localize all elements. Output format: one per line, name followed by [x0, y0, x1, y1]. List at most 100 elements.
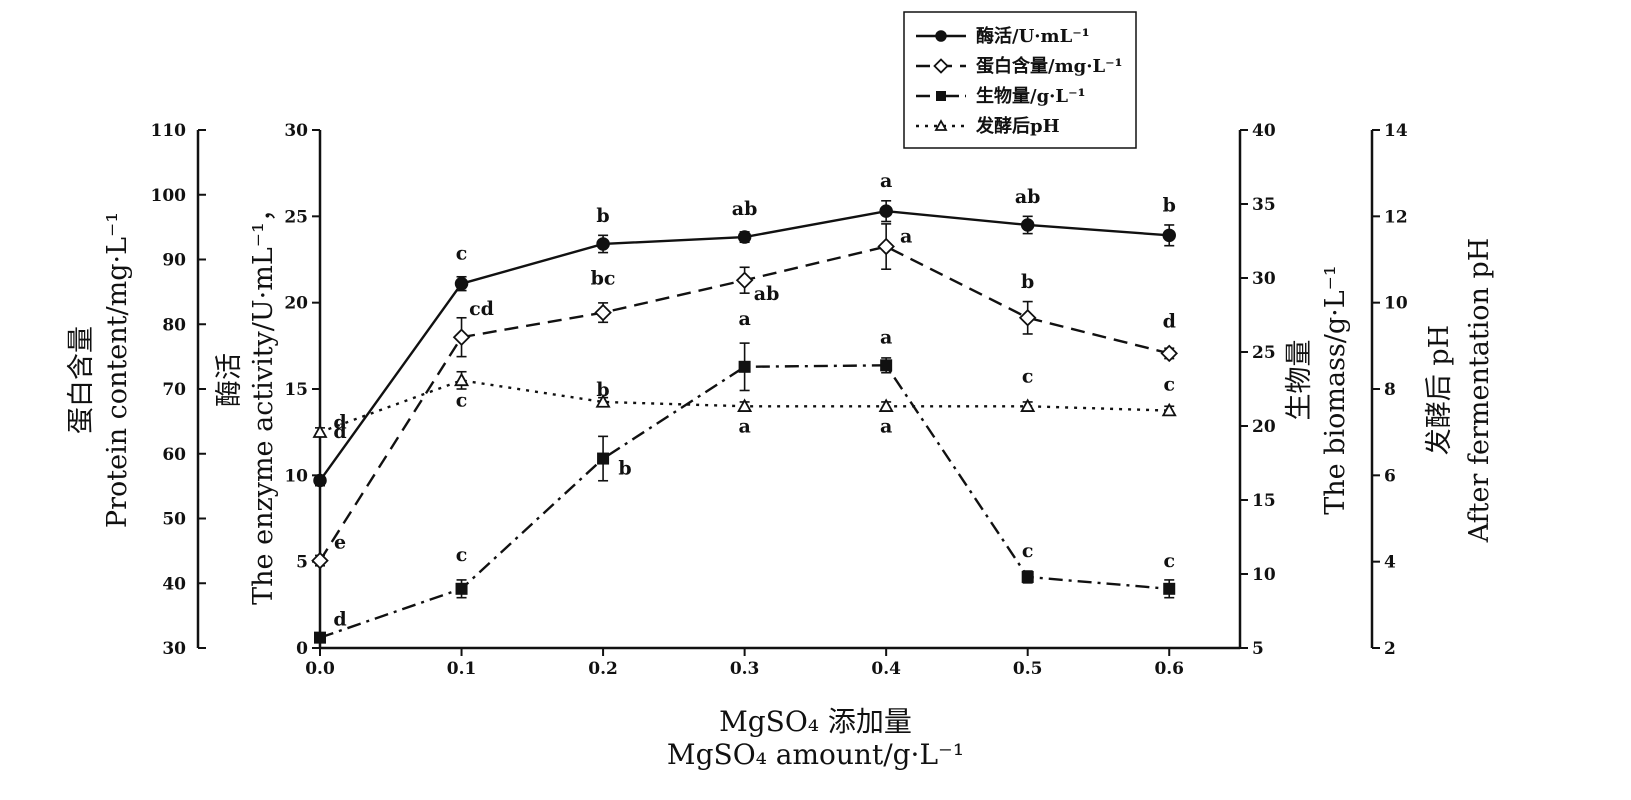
- protein-tick-label: 90: [162, 251, 186, 271]
- protein-axis-title-en: Protein content/mg·L⁻¹: [102, 212, 133, 528]
- biomass-point: [597, 452, 610, 465]
- ph-sig-label: a: [738, 415, 750, 437]
- protein-sig-label: bc: [591, 268, 616, 290]
- biomass-sig-label: c: [1163, 550, 1175, 572]
- biomass-sig-label: a: [880, 326, 892, 348]
- enzyme-tick-label: 15: [284, 380, 308, 400]
- biomass-axis-title-en: The biomass/g·L⁻¹: [1320, 265, 1351, 515]
- legend: 酶活/U·mL⁻¹ 蛋白含量/mg·L⁻¹ 生物量/g·L⁻¹ 发酵后pH: [903, 11, 1137, 149]
- ph-sig-label: c: [1163, 374, 1175, 396]
- biomass-point: [314, 631, 326, 644]
- biomass-sig-label: d: [333, 609, 346, 631]
- biomass-sig-label: c: [456, 544, 468, 566]
- protein-point: [311, 551, 329, 570]
- legend-marker: [935, 30, 947, 42]
- biomass-sig-label: b: [618, 458, 631, 480]
- protein-sig-label: e: [334, 532, 346, 554]
- x-tick-label: 0.2: [588, 659, 618, 679]
- protein-sig-label: a: [900, 226, 912, 248]
- ph-sig-label: c: [1022, 365, 1034, 387]
- protein-point: [1160, 344, 1179, 363]
- protein-sig-label: b: [1021, 271, 1034, 293]
- enzyme-tick-label: 5: [296, 553, 308, 573]
- protein-axis-title-cn: 蛋白含量: [66, 326, 97, 434]
- x-tick-label: 0.6: [1154, 659, 1184, 679]
- protein-point: [877, 237, 895, 256]
- x-tick-label: 0.3: [730, 659, 760, 679]
- enzyme-point: [313, 473, 327, 488]
- enzyme-point: [737, 230, 752, 244]
- series-protein: [311, 223, 1179, 570]
- protein-tick-label: 60: [162, 445, 186, 465]
- x-axis-title-cn: MgSO₄ 添加量: [719, 705, 912, 738]
- ph-tick-label: 6: [1384, 466, 1396, 486]
- biomass-point: [1021, 570, 1034, 583]
- protein-sig-label: d: [1163, 310, 1176, 332]
- legend-entry-biomass: 生物量/g·L⁻¹: [916, 85, 1085, 107]
- enzyme-axis-title-cn: 酶活: [214, 353, 245, 407]
- biomass-tick-label: 15: [1252, 491, 1276, 511]
- series-enzyme: [313, 199, 1176, 488]
- legend-marker: [934, 119, 948, 131]
- enzyme-point: [879, 204, 893, 218]
- series-biomass: [314, 342, 1176, 644]
- ph-point: [1020, 398, 1036, 412]
- biomass-point: [738, 360, 751, 373]
- legend-label: 酶活/U·mL⁻¹: [976, 25, 1090, 47]
- protein-point: [735, 271, 754, 289]
- ph-tick-label: 14: [1384, 121, 1408, 141]
- enzyme-point: [1162, 228, 1176, 243]
- enzyme-tick-label: 0: [296, 639, 308, 659]
- enzyme-point: [454, 276, 469, 291]
- legend-marker: [936, 91, 946, 101]
- enzyme-sig-label: c: [456, 243, 468, 265]
- protein-tick-label: 100: [151, 186, 187, 206]
- protein-sig-label: ab: [754, 283, 780, 305]
- biomass-tick-label: 20: [1252, 417, 1276, 437]
- biomass-tick-label: 5: [1252, 639, 1264, 659]
- x-tick-label: 0.1: [447, 659, 477, 679]
- biomass-point: [455, 582, 468, 595]
- legend-entry-ph: 发酵后pH: [916, 115, 1060, 137]
- ph-point: [737, 398, 753, 412]
- series-ph: [312, 370, 1177, 438]
- protein-tick-label: 110: [151, 121, 187, 141]
- protein-point: [1018, 309, 1037, 327]
- ph-tick-label: 2: [1384, 639, 1396, 659]
- protein-sig-label: cd: [469, 298, 494, 320]
- legend-marker: [933, 58, 949, 74]
- enzyme-tick-label: 30: [284, 121, 308, 141]
- ph-point: [878, 398, 894, 412]
- series-layer: [311, 199, 1179, 644]
- biomass-sig-label: a: [738, 308, 750, 330]
- biomass-tick-label: 10: [1252, 565, 1276, 585]
- protein-point: [452, 328, 471, 346]
- ph-point: [454, 372, 470, 387]
- protein-tick-label: 30: [162, 639, 186, 659]
- protein-point: [594, 303, 612, 322]
- biomass-point: [880, 359, 893, 372]
- ph-axis-title-cn: 发酵后 pH: [1424, 325, 1455, 455]
- ph-sig-label: c: [456, 389, 468, 411]
- x-tick-label: 0.0: [305, 659, 335, 679]
- enzyme-sig-label: b: [596, 205, 609, 227]
- x-axis-title-en: MgSO₄ amount/g·L⁻¹: [666, 738, 965, 771]
- x-tick-label: 0.5: [1013, 659, 1043, 679]
- biomass-tick-label: 30: [1252, 269, 1276, 289]
- legend-entry-protein: 蛋白含量/mg·L⁻¹: [916, 55, 1123, 77]
- enzyme-tick-label: 20: [284, 294, 308, 314]
- ph-axis-title-en: After fermentation pH: [1464, 238, 1495, 544]
- enzyme-sig-label: a: [880, 170, 892, 192]
- ph-sig-label: b: [596, 379, 609, 401]
- enzyme-sig-label: ab: [1015, 186, 1041, 208]
- biomass-tick-label: 40: [1252, 121, 1276, 141]
- enzyme-sig-label: ab: [732, 198, 758, 220]
- biomass-point: [1163, 582, 1176, 595]
- ph-point: [595, 394, 611, 408]
- enzyme-tick-label: 25: [284, 207, 308, 227]
- biomass-tick-label: 25: [1252, 343, 1276, 363]
- ph-point: [1161, 402, 1177, 417]
- legend-label: 蛋白含量/mg·L⁻¹: [976, 55, 1123, 77]
